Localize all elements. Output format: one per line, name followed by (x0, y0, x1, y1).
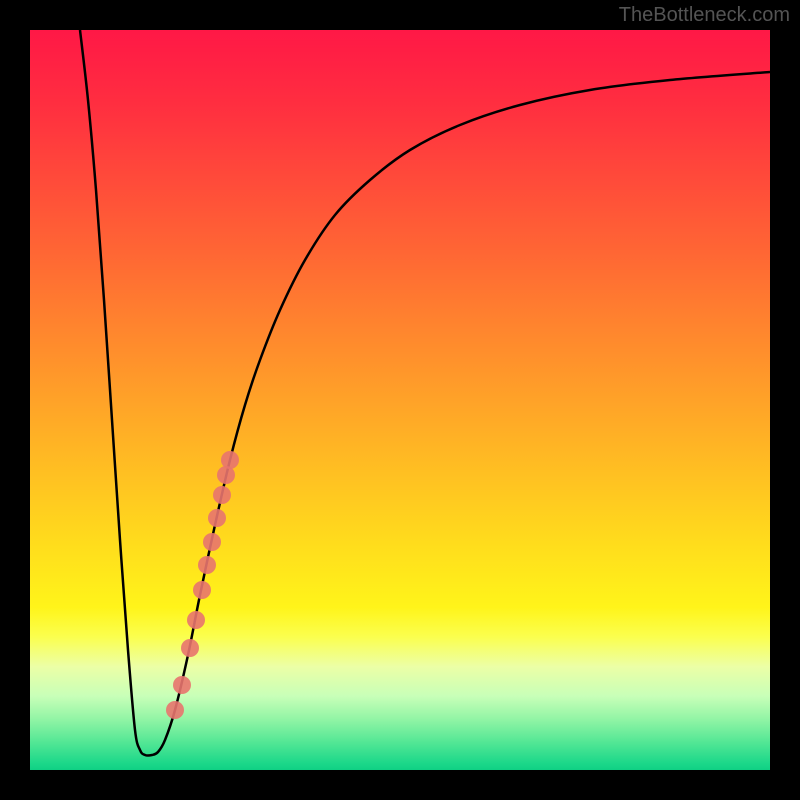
data-marker (221, 451, 239, 469)
markers-group (166, 451, 239, 719)
data-marker (181, 639, 199, 657)
data-marker (193, 581, 211, 599)
chart-svg (30, 30, 770, 770)
plot-area (30, 30, 770, 770)
data-marker (198, 556, 216, 574)
data-marker (203, 533, 221, 551)
watermark-text: TheBottleneck.com (619, 4, 790, 27)
data-marker (187, 611, 205, 629)
data-marker (166, 701, 184, 719)
data-marker (173, 676, 191, 694)
data-marker (213, 486, 231, 504)
data-marker (208, 509, 226, 527)
